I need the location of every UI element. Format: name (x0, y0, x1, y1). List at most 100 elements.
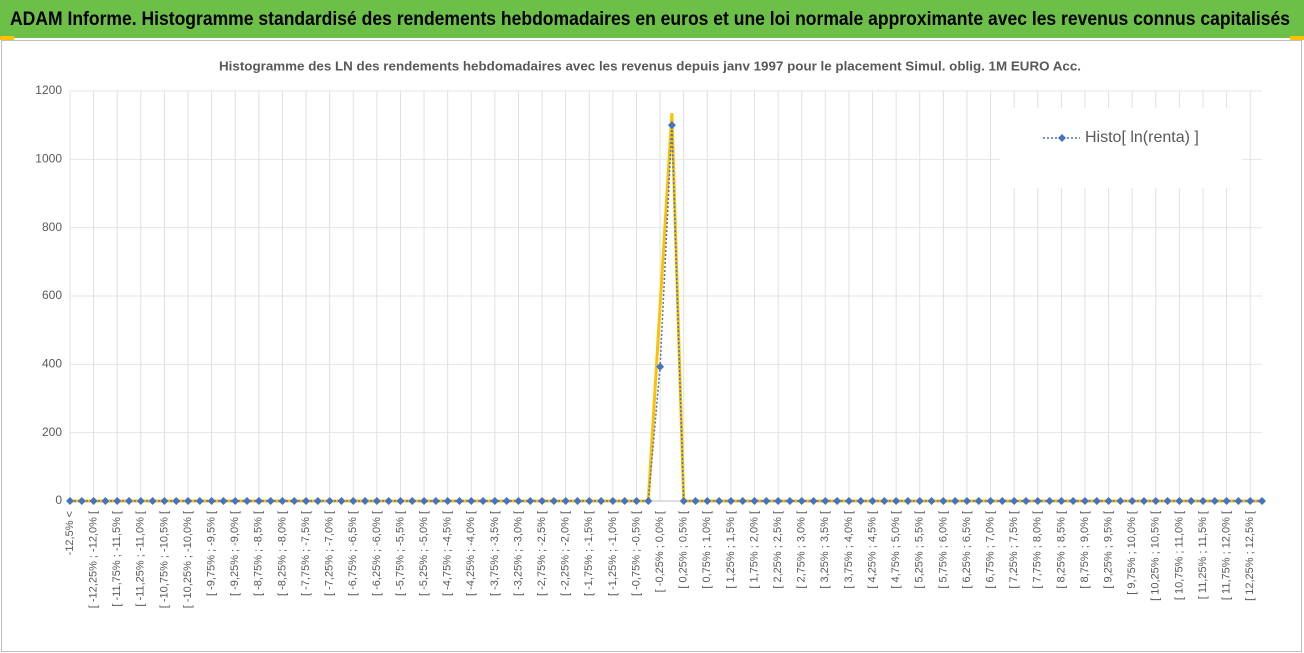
data-point (172, 497, 181, 505)
data-point (1080, 497, 1089, 505)
data-point (408, 497, 417, 505)
data-point (455, 497, 464, 505)
data-point (66, 497, 74, 505)
data-point (1104, 497, 1113, 505)
data-point (1128, 497, 1137, 505)
data-point (809, 497, 818, 505)
data-point (160, 497, 169, 505)
y-tick-label: 1000 (35, 152, 62, 166)
data-point (998, 497, 1007, 505)
x-tick-label: [ -10,75% ; -10,5% [ (158, 511, 170, 608)
x-tick-label: [ 9,25% ; 9,5% [ (1102, 511, 1114, 589)
x-tick-label: [ -4,75% ; -4,5% [ (442, 511, 454, 596)
data-point (903, 497, 912, 505)
data-point (951, 497, 960, 505)
x-tick-label: [ -2,25% ; -2,0% [ (560, 511, 572, 596)
data-point (101, 497, 110, 505)
legend-marker (1058, 134, 1066, 142)
data-point (1033, 497, 1042, 505)
data-point (266, 497, 275, 505)
data-point (715, 497, 724, 505)
data-point (856, 497, 865, 505)
data-point (1163, 497, 1172, 505)
data-point (349, 497, 358, 505)
data-point (467, 497, 476, 505)
chart-title: Histogramme des LN des rendements hebdom… (219, 58, 1081, 73)
data-point (278, 497, 287, 505)
data-point (1021, 497, 1030, 505)
data-point (420, 497, 429, 505)
x-tick-label: [ 3,25% ; 3,5% [ (819, 511, 831, 589)
x-tick-label: [ 10,25% ; 10,5% [ (1150, 511, 1162, 601)
data-point (384, 497, 393, 505)
x-tick-label: [ -8,25% ; -8,0% [ (276, 511, 288, 596)
data-point (113, 497, 122, 505)
data-point (691, 497, 700, 505)
x-tick-label: [ 5,25% ; 5,5% [ (914, 511, 926, 589)
data-point (927, 497, 936, 505)
legend-label: Histo[ ln(renta) ] (1085, 129, 1199, 146)
data-point (844, 497, 853, 505)
data-point (219, 497, 228, 505)
x-tick-label: [ 8,25% ; 8,5% [ (1055, 511, 1067, 589)
x-tick-label: [ -11,75% ; -11,5% [ (111, 511, 123, 607)
data-point (986, 497, 995, 505)
data-point (302, 497, 311, 505)
data-point (443, 497, 452, 505)
data-point (549, 497, 558, 505)
data-point (644, 497, 653, 505)
x-tick-label: [ -8,75% ; -8,5% [ (253, 511, 265, 596)
data-point (431, 497, 440, 505)
data-point (514, 497, 523, 505)
x-tick-label: [ -12,25% ; -12,0% [ (88, 511, 100, 608)
x-tick-label: [ 3,75% ; 4,0% [ (843, 511, 855, 589)
data-point (1010, 497, 1019, 505)
data-point (479, 497, 488, 505)
data-point (750, 497, 759, 505)
data-point (726, 497, 735, 505)
x-tick-label: [ -7,25% ; -7,0% [ (324, 511, 336, 596)
data-point (1175, 497, 1184, 505)
x-tick-label: [ -1,25% ; -1,0% [ (607, 511, 619, 596)
x-tick-label: [ -0,25% ; 0,0% [ (654, 511, 666, 592)
data-point (915, 497, 924, 505)
data-point (337, 497, 346, 505)
x-tick-label: [ 9,75% ; 10,0% [ (1126, 511, 1138, 595)
x-tick-label: [ 5,75% ; 6,0% [ (937, 511, 949, 589)
x-tick-label: [ 7,75% ; 8,0% [ (1032, 511, 1044, 589)
x-tick-label: [ 10,75% ; 11,0% [ (1173, 511, 1185, 600)
x-tick-label: [ 11,75% ; 12,0% [ (1221, 511, 1233, 600)
data-point (974, 497, 983, 505)
data-point (1069, 497, 1078, 505)
data-point (1258, 497, 1266, 505)
x-tick-label: [ 11,25% ; 11,5% [ (1197, 511, 1209, 599)
data-point (833, 497, 842, 505)
x-tick-label: [ 2,25% ; 2,5% [ (772, 511, 784, 589)
header-bar (0, 0, 1304, 38)
data-point (538, 497, 547, 505)
data-point (1187, 497, 1196, 505)
data-point (1116, 497, 1125, 505)
data-point (892, 497, 901, 505)
data-point (585, 497, 594, 505)
chart-frame (1, 40, 1302, 652)
data-point (490, 497, 499, 505)
x-tick-label: [ 1,25% ; 1,5% [ (725, 511, 737, 589)
data-point (868, 497, 877, 505)
header-title: ADAM Informe. Histogramme standardisé de… (10, 9, 1290, 30)
x-tick-label: [ 4,25% ; 4,5% [ (866, 511, 878, 589)
data-point (313, 497, 322, 505)
x-tick-label: [ -2,75% ; -2,5% [ (536, 511, 548, 596)
data-point (561, 497, 570, 505)
data-point (1057, 497, 1066, 505)
data-point (77, 497, 86, 505)
header-accent (1290, 36, 1304, 40)
y-tick-label: 200 (42, 425, 62, 439)
legend-box (1000, 108, 1242, 188)
data-point (821, 497, 830, 505)
x-tick-label: [ 1,75% ; 2,0% [ (748, 511, 760, 589)
data-point (125, 497, 134, 505)
x-tick-label: [ 6,25% ; 6,5% [ (961, 511, 973, 589)
x-tick-label: [ -4,25% ; -4,0% [ (465, 511, 477, 596)
data-point (1210, 497, 1219, 505)
